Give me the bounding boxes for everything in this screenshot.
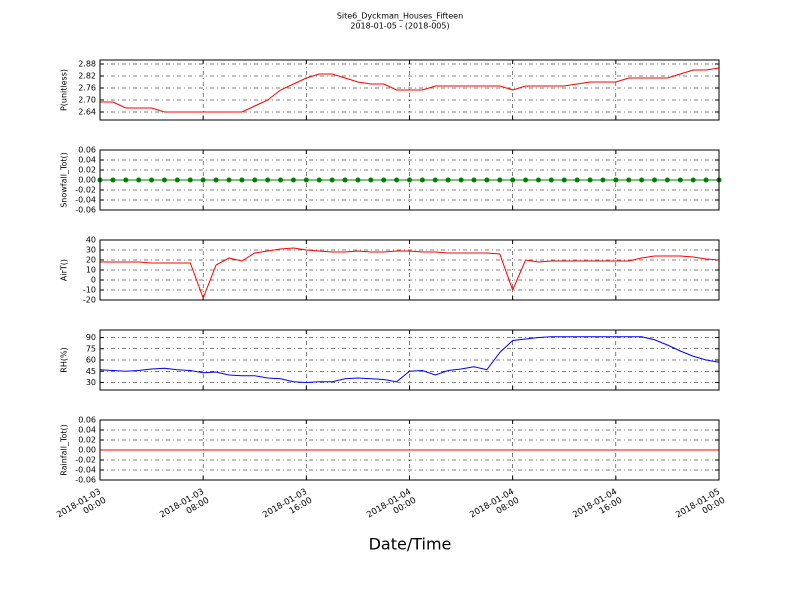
- data-point: [342, 177, 348, 183]
- data-point: [161, 177, 167, 183]
- y-axis-label: Snowfall_Tot(): [60, 152, 69, 208]
- data-point: [213, 177, 219, 183]
- y-tick-label: -0.06: [75, 476, 96, 485]
- data-point: [458, 177, 464, 183]
- data-point: [677, 177, 683, 183]
- data-point: [278, 177, 284, 183]
- data-line: [100, 67, 720, 113]
- data-point: [290, 177, 296, 183]
- y-tick-label: 10: [86, 266, 96, 275]
- y-tick-label: 2.88: [78, 60, 96, 69]
- y-tick-label: 30: [86, 246, 96, 255]
- data-point: [123, 177, 129, 183]
- data-point: [407, 177, 412, 183]
- y-tick-label: 2.70: [78, 96, 96, 105]
- data-point: [368, 177, 374, 183]
- y-tick-label: 40: [86, 236, 96, 245]
- y-tick-label: 20: [86, 256, 96, 265]
- y-tick-label: -0.02: [75, 456, 96, 465]
- plot-border: [99, 59, 720, 121]
- data-point: [471, 177, 477, 183]
- y-tick-label: -0.04: [75, 466, 96, 475]
- data-point: [149, 177, 155, 183]
- data-point: [587, 177, 593, 183]
- data-point: [703, 177, 709, 183]
- data-point: [432, 177, 438, 183]
- data-point: [200, 177, 206, 183]
- data-point: [239, 177, 245, 183]
- data-point: [303, 177, 309, 183]
- data-point: [484, 177, 490, 183]
- y-axis-label: P(unitless): [60, 69, 69, 111]
- data-point: [187, 177, 193, 183]
- y-tick-label: -20: [83, 296, 96, 305]
- data-point: [664, 177, 670, 183]
- data-point: [639, 177, 645, 183]
- data-point: [445, 177, 451, 183]
- y-tick-label: 2.64: [78, 108, 96, 117]
- y-tick-label: -10: [83, 286, 96, 295]
- y-tick-label: 0.00: [78, 176, 96, 185]
- y-axis-label: AirT(): [60, 259, 69, 281]
- y-tick-label: 0: [91, 276, 96, 285]
- data-point: [561, 177, 567, 183]
- data-line: [99, 336, 720, 384]
- data-point: [523, 177, 529, 183]
- plot-border: [99, 329, 720, 391]
- y-tick-label: 75: [86, 344, 96, 353]
- data-point: [548, 177, 554, 183]
- y-tick-label: 60: [86, 356, 96, 365]
- data-point: [510, 177, 516, 183]
- data-point: [613, 177, 619, 183]
- data-point: [252, 177, 258, 183]
- data-point: [497, 177, 503, 183]
- data-point: [174, 177, 180, 183]
- data-point: [136, 177, 142, 183]
- data-point: [316, 177, 322, 183]
- y-tick-label: -0.02: [75, 186, 96, 195]
- y-tick-label: 0.02: [78, 436, 96, 445]
- chart-title: Site6_Dyckman_Houses_Fifteen: [337, 12, 463, 21]
- data-point: [574, 177, 580, 183]
- data-point: [600, 177, 606, 183]
- y-tick-label: 0.06: [78, 416, 96, 425]
- data-point: [690, 177, 696, 183]
- y-tick-label: -0.04: [75, 196, 96, 205]
- y-axis-label: Rainfall_Tot(): [60, 424, 69, 476]
- data-line: [100, 247, 720, 300]
- y-tick-label: 0.04: [78, 426, 96, 435]
- y-tick-label: 45: [86, 367, 96, 376]
- data-point: [329, 177, 335, 183]
- y-axis-label: RH(%): [60, 347, 69, 372]
- data-point: [419, 177, 425, 183]
- y-tick-label: 30: [86, 378, 96, 387]
- y-tick-label: 90: [86, 333, 96, 342]
- y-tick-label: 0.00: [78, 446, 96, 455]
- data-point: [110, 177, 116, 183]
- data-point: [652, 177, 658, 183]
- plot-border: [99, 239, 720, 301]
- data-point: [355, 177, 361, 183]
- y-tick-label: 2.82: [78, 72, 96, 81]
- plot-border: [99, 149, 720, 211]
- plot-border: [99, 419, 720, 481]
- chart-subtitle: 2018-01-05 - (2018-005): [350, 22, 449, 31]
- data-point: [626, 177, 632, 183]
- data-point: [381, 177, 387, 183]
- data-point: [394, 177, 400, 183]
- data-point: [535, 177, 541, 183]
- y-tick-label: 0.02: [78, 166, 96, 175]
- y-tick-label: 0.06: [78, 146, 96, 155]
- y-tick-label: 0.04: [78, 156, 96, 165]
- data-point: [226, 177, 232, 183]
- y-tick-label: -0.06: [75, 206, 96, 215]
- x-axis-label: Date/Time: [369, 535, 452, 554]
- y-tick-label: 2.76: [78, 84, 96, 93]
- data-point: [265, 177, 271, 183]
